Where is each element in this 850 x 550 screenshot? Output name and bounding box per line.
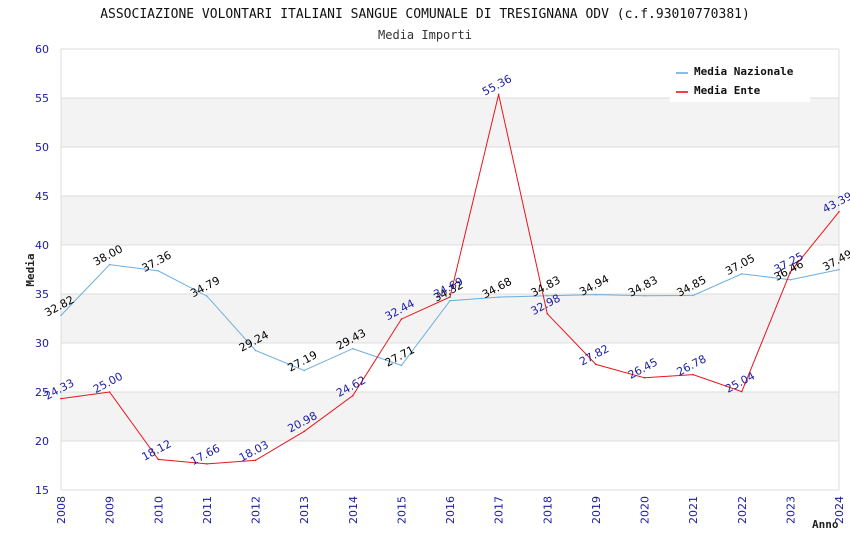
- x-tick-label: 2019: [590, 496, 603, 524]
- data-point: [740, 390, 743, 393]
- chart-subtitle: Media Importi: [378, 28, 472, 42]
- y-axis-label: Media: [24, 253, 37, 286]
- data-point: [157, 458, 160, 461]
- data-point: [254, 349, 257, 352]
- data-point: [643, 294, 646, 297]
- data-point: [60, 397, 62, 400]
- grid-band: [61, 196, 839, 245]
- x-tick-label: 2024: [833, 496, 846, 524]
- x-tick-label: 2023: [784, 496, 797, 524]
- data-point: [692, 373, 694, 376]
- grid-band: [61, 147, 839, 196]
- data-point: [789, 278, 792, 281]
- grid-band: [61, 392, 839, 441]
- data-point: [108, 263, 111, 266]
- data-point: [206, 463, 208, 465]
- x-axis-ticks: 2008 2009 2010 2011 2012 2013 2014 2015 2016 2017…: [55, 496, 846, 524]
- grid-band: [61, 245, 839, 294]
- data-point: [740, 273, 743, 275]
- data-point: [351, 347, 354, 350]
- data-point: [400, 364, 403, 367]
- x-tick-label: 2014: [347, 496, 360, 524]
- x-tick-label: 2013: [298, 496, 311, 524]
- data-point: [789, 271, 792, 273]
- y-tick-label: 25: [35, 386, 49, 399]
- data-point: [838, 210, 840, 213]
- x-tick-label: 2022: [736, 496, 749, 524]
- x-tick-label: 2020: [639, 496, 652, 524]
- data-point: [595, 363, 597, 366]
- legend-label-ente: Media Ente: [694, 84, 761, 97]
- x-tick-label: 2011: [201, 496, 214, 524]
- x-tick-label: 2012: [250, 496, 263, 524]
- y-tick-label: 15: [35, 484, 49, 497]
- data-point: [303, 369, 305, 372]
- y-tick-label: 55: [35, 92, 49, 105]
- y-axis-ticks: 15 20 25 30 35 40 45 50 55 60: [35, 43, 49, 497]
- data-point: [838, 268, 840, 271]
- y-tick-label: 30: [35, 337, 49, 350]
- legend: Media Nazionale Media Ente: [670, 58, 810, 102]
- data-point: [400, 318, 403, 320]
- y-tick-label: 45: [35, 190, 49, 203]
- data-point: [692, 294, 694, 297]
- grid-band: [61, 441, 839, 490]
- data-point: [60, 314, 62, 317]
- legend-label-nazionale: Media Nazionale: [694, 65, 794, 78]
- x-tick-label: 2009: [104, 496, 117, 524]
- data-point: [643, 376, 646, 379]
- data-point: [351, 394, 354, 397]
- y-tick-label: 20: [35, 435, 49, 448]
- x-tick-label: 2015: [395, 496, 408, 524]
- data-point: [595, 293, 597, 296]
- y-tick-label: 60: [35, 43, 49, 56]
- x-tick-label: 2021: [687, 496, 700, 524]
- x-axis-label: Anno: [812, 518, 839, 531]
- y-tick-label: 50: [35, 141, 49, 154]
- y-tick-label: 35: [35, 288, 49, 301]
- data-point: [206, 295, 208, 297]
- y-tick-label: 40: [35, 239, 49, 252]
- series-lines: [60, 93, 840, 465]
- x-tick-label: 2018: [541, 496, 554, 524]
- x-tick-label: 2016: [444, 496, 457, 524]
- data-point: [546, 312, 549, 315]
- data-point: [108, 391, 111, 393]
- data-point: [497, 93, 500, 96]
- x-tick-label: 2008: [55, 496, 68, 524]
- data-point: [449, 296, 451, 298]
- data-point: [497, 296, 500, 298]
- grid-band: [61, 343, 839, 392]
- data-point: [303, 430, 305, 433]
- data-point: [546, 294, 549, 297]
- x-tick-label: 2017: [493, 496, 506, 524]
- grid-bands: [60, 48, 840, 491]
- data-point: [254, 459, 257, 462]
- data-point: [449, 299, 451, 302]
- x-tick-label: 2010: [152, 496, 165, 524]
- legend-box: [670, 58, 810, 102]
- grid-band: [61, 294, 839, 343]
- grid-band: [61, 98, 839, 147]
- data-point: [157, 270, 160, 272]
- chart-title: ASSOCIAZIONE VOLONTARI ITALIANI SANGUE C…: [100, 7, 750, 22]
